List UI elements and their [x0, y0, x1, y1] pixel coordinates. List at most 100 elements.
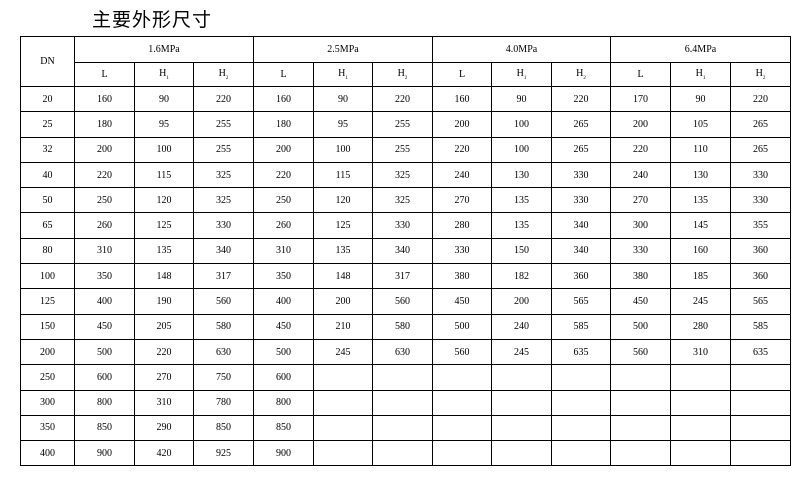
- pressure-group-header: 2.5MPa: [253, 36, 433, 63]
- dimension-symbol: H: [218, 67, 226, 79]
- value-cell: 560: [193, 288, 254, 315]
- dimension-header: L: [74, 61, 135, 87]
- table-row: 80 310 135 340 310 135 340 330 150 340 330 160 360: [20, 237, 791, 265]
- value-cell: 330: [730, 187, 791, 214]
- value-cell: 380: [610, 263, 671, 290]
- value-cell: 355: [730, 212, 791, 239]
- value-cell: 120: [134, 187, 194, 214]
- value-cell: 200: [432, 111, 492, 138]
- value-cell: 100: [491, 111, 552, 138]
- dn-cell: 100: [20, 263, 75, 290]
- value-cell: 100: [313, 136, 373, 163]
- value-cell: 255: [193, 136, 254, 163]
- value-cell: [372, 414, 433, 442]
- dimension-header: H1: [313, 61, 373, 87]
- value-cell: 800: [74, 389, 135, 416]
- header-row-dimensions: L H1 H2 L H1 H2 L H1 H2 L H1 H2: [21, 61, 791, 87]
- pressure-group-header: 6.4MPa: [610, 36, 791, 63]
- value-cell: 925: [193, 440, 254, 467]
- value-cell: 110: [670, 136, 731, 163]
- value-cell: 580: [372, 313, 433, 340]
- value-cell: 585: [551, 313, 611, 340]
- pressure-group-header: 4.0MPa: [432, 36, 611, 63]
- table-row: 200 500 220 630 500 245 630 560 245 635 560 310 635: [20, 338, 791, 366]
- value-cell: [730, 389, 791, 416]
- value-cell: [313, 389, 373, 416]
- dn-cell: 400: [20, 440, 75, 467]
- header-row-pressure: DN 1.6MPa 2.5MPa 4.0MPa 6.4MPa: [20, 36, 791, 87]
- value-cell: 220: [193, 85, 254, 113]
- value-cell: 125: [134, 212, 194, 239]
- table-row: 150 450 205 580 450 210 580 500 240 585 500 280 585: [20, 313, 791, 340]
- value-cell: 310: [253, 237, 314, 265]
- table-row: 50 250 120 325 250 120 325 270 135 330 270 135 330: [20, 187, 791, 214]
- value-cell: 130: [670, 161, 731, 189]
- value-cell: 105: [670, 111, 731, 138]
- value-cell: 325: [193, 187, 254, 214]
- value-cell: 182: [491, 263, 552, 290]
- dimension-symbol: H: [338, 67, 346, 79]
- value-cell: 360: [551, 263, 611, 290]
- value-cell: 240: [610, 161, 671, 189]
- table-row: 32 200 100 255 200 100 255 220 100 265 220 110 265: [20, 136, 791, 163]
- value-cell: 115: [134, 161, 194, 189]
- value-cell: 95: [134, 111, 194, 138]
- value-cell: 265: [730, 111, 791, 138]
- value-cell: 450: [253, 313, 314, 340]
- value-cell: 245: [313, 338, 373, 366]
- value-cell: [491, 414, 552, 442]
- dimension-header: L: [253, 61, 314, 87]
- value-cell: 900: [253, 440, 314, 467]
- dimension-subscript: 2: [225, 75, 229, 81]
- value-cell: 220: [551, 85, 611, 113]
- value-cell: 585: [730, 313, 791, 340]
- value-cell: 135: [491, 187, 552, 214]
- value-cell: 200: [610, 111, 671, 138]
- value-cell: [610, 414, 671, 442]
- dimension-header: H2: [551, 61, 611, 87]
- table-row: 65 260 125 330 260 125 330 280 135 340 300 145 355: [20, 212, 791, 239]
- value-cell: 317: [193, 263, 254, 290]
- value-cell: 400: [74, 288, 135, 315]
- value-cell: 330: [610, 237, 671, 265]
- dn-cell: 200: [20, 338, 75, 366]
- value-cell: 420: [134, 440, 194, 467]
- value-cell: 900: [74, 440, 135, 467]
- dimensions-table: DN 1.6MPa 2.5MPa 4.0MPa 6.4MPa L H1 H2 L H1 H2 L H1 H…: [20, 36, 791, 467]
- value-cell: 265: [551, 111, 611, 138]
- dn-cell: 50: [20, 187, 75, 214]
- dimension-header: L: [432, 61, 492, 87]
- table-row: 25 180 95 255 180 95 255 200 100 265 200 105 265: [20, 111, 791, 138]
- dimension-header: H1: [491, 61, 552, 87]
- value-cell: 600: [253, 364, 314, 391]
- value-cell: [491, 389, 552, 416]
- table-row: 300 800 310 780 800: [20, 389, 791, 416]
- value-cell: 240: [432, 161, 492, 189]
- value-cell: 130: [491, 161, 552, 189]
- table-row: 350 850 290 850 850: [20, 414, 791, 442]
- dimension-symbol: H: [576, 67, 584, 79]
- value-cell: 350: [253, 263, 314, 290]
- value-cell: 360: [730, 263, 791, 290]
- value-cell: 205: [134, 313, 194, 340]
- dn-cell: 65: [20, 212, 75, 239]
- value-cell: 630: [193, 338, 254, 366]
- value-cell: 500: [610, 313, 671, 340]
- dn-cell: 25: [20, 111, 75, 138]
- value-cell: 565: [551, 288, 611, 315]
- value-cell: 800: [253, 389, 314, 416]
- table-row: 40 220 115 325 220 115 325 240 130 330 240 130 330: [20, 161, 791, 189]
- dimension-subscript: 2: [762, 75, 766, 81]
- value-cell: 250: [253, 187, 314, 214]
- value-cell: 145: [670, 212, 731, 239]
- value-cell: 850: [193, 414, 254, 442]
- value-cell: 500: [253, 338, 314, 366]
- dimension-symbol: H: [695, 67, 703, 79]
- value-cell: 500: [74, 338, 135, 366]
- dimension-header: H1: [134, 61, 194, 87]
- value-cell: 100: [491, 136, 552, 163]
- value-cell: 135: [313, 237, 373, 265]
- value-cell: 310: [74, 237, 135, 265]
- value-cell: [551, 364, 611, 391]
- value-cell: 245: [491, 338, 552, 366]
